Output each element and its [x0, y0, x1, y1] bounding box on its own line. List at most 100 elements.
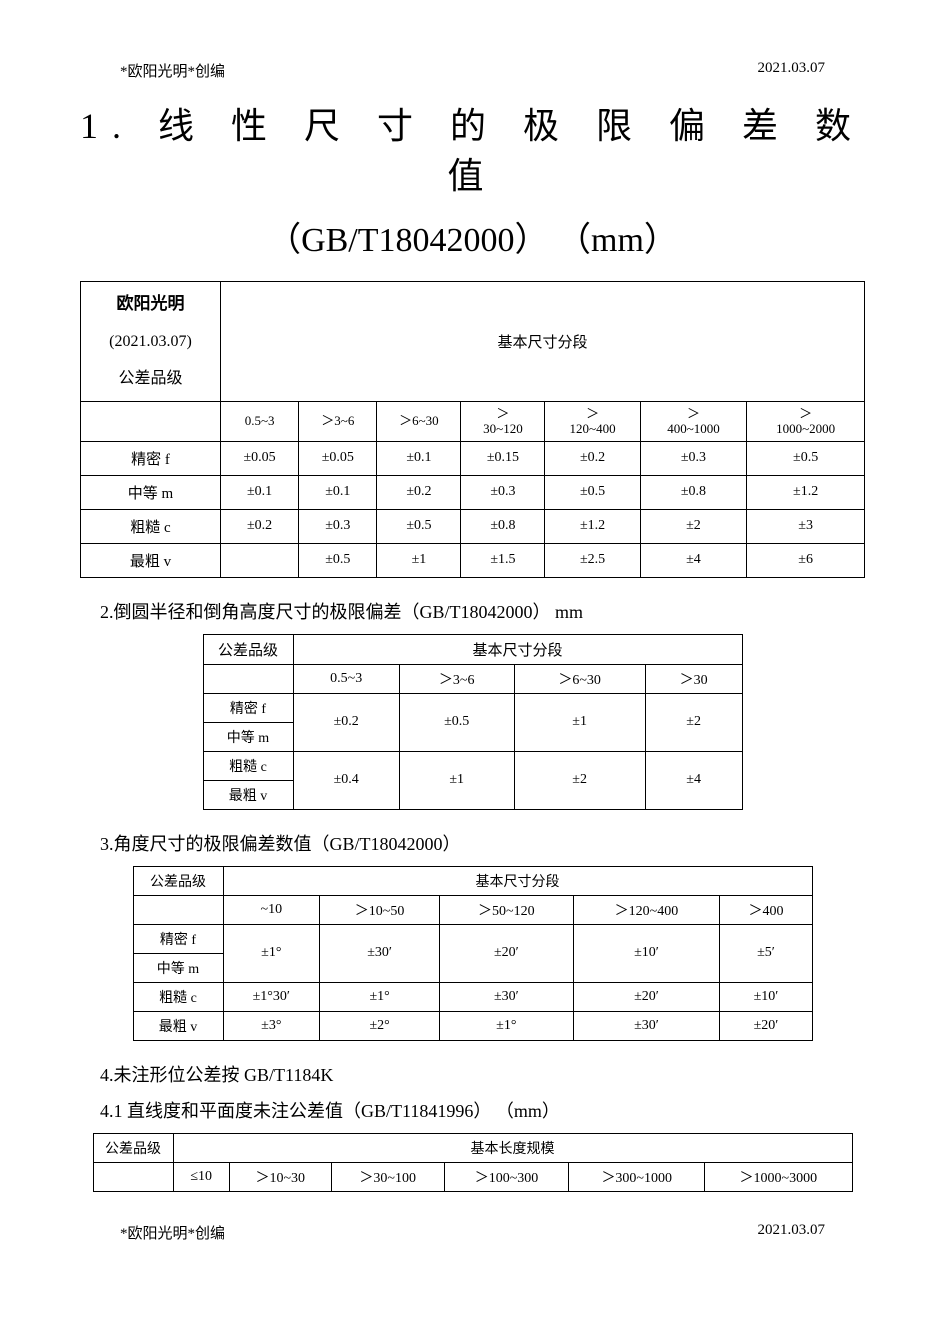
t1-cell: ±6: [747, 543, 865, 577]
t3-range-empty: [133, 895, 223, 924]
t1-cell: ±0.3: [461, 475, 545, 509]
t2-range: ＞3~6: [399, 664, 514, 693]
table-row: 精密 f ±0.2 ±0.5 ±1 ±2: [203, 693, 742, 722]
t4-corner: 公差品级: [93, 1133, 173, 1162]
t1-cell: ±0.1: [221, 475, 299, 509]
section-4-1-title: 4.1 直线度和平面度未注公差值（GB/T11841996） （mm）: [100, 1097, 865, 1123]
t2-row-label: 最粗 v: [203, 780, 293, 809]
t3-range: ＞120~400: [573, 895, 720, 924]
t2-corner: 公差品级: [203, 634, 293, 664]
t1-range-empty: [81, 401, 221, 441]
t3-range: ＞50~120: [440, 895, 573, 924]
t3-cell: ±30′: [320, 924, 440, 982]
header-author: *欧阳光明*创编: [120, 60, 225, 81]
t1-range-row: 0.5~3 ＞3~6 ＞6~30 ＞ 30~120 ＞ 120~400 ＞ 40…: [81, 401, 865, 441]
section-3-title: 3.角度尺寸的极限偏差数值（GB/T18042000）: [100, 830, 865, 856]
t1-cell: ±0.2: [545, 441, 640, 475]
t3-range: ＞10~50: [320, 895, 440, 924]
t3-cell: ±20′: [440, 924, 573, 982]
t3-cell: ±10′: [720, 982, 812, 1011]
t4-range-row: ≤10 ＞10~30 ＞30~100 ＞100~300 ＞300~1000 ＞1…: [93, 1162, 852, 1191]
table-4-flatness: 公差品级 基本长度规模 ≤10 ＞10~30 ＞30~100 ＞100~300 …: [93, 1133, 853, 1192]
t3-range: ＞400: [720, 895, 812, 924]
t1-corner-name: 欧阳光明: [87, 289, 214, 320]
t3-row-label: 精密 f: [133, 924, 223, 953]
t3-row-label: 中等 m: [133, 953, 223, 982]
t2-range-row: 0.5~3 ＞3~6 ＞6~30 ＞30: [203, 664, 742, 693]
table-row: 最粗 v ±3° ±2° ±1° ±30′ ±20′: [133, 1011, 812, 1040]
t2-span-header: 基本尺寸分段: [293, 634, 742, 664]
t1-cell: ±0.5: [377, 509, 461, 543]
page-header: *欧阳光明*创编 2021.03.07: [80, 60, 865, 81]
t1-row-label: 中等 m: [81, 475, 221, 509]
t3-cell: ±2°: [320, 1011, 440, 1040]
t1-cell: ±0.3: [640, 441, 747, 475]
t1-span-header: 基本尺寸分段: [221, 281, 865, 401]
table-row: 精密 f ±1° ±30′ ±20′ ±10′ ±5′: [133, 924, 812, 953]
t1-cell: ±0.2: [221, 509, 299, 543]
t1-cell: ±0.3: [299, 509, 377, 543]
t4-range: ＞300~1000: [569, 1162, 705, 1191]
t1-cell: [221, 543, 299, 577]
t3-row-label: 粗糙 c: [133, 982, 223, 1011]
document-page: *欧阳光明*创编 2021.03.07 1. 线 性 尺 寸 的 极 限 偏 差…: [0, 0, 945, 1283]
table-3-angle-deviation: 公差品级 基本尺寸分段 ~10 ＞10~50 ＞50~120 ＞120~400 …: [133, 866, 813, 1041]
sub-title: （GB/T18042000） （mm）: [80, 212, 865, 261]
t1-corner-date: (2021.03.07): [87, 328, 214, 357]
t3-cell: ±3°: [223, 1011, 320, 1040]
table-1-linear-deviation: 欧阳光明 (2021.03.07) 公差品级 基本尺寸分段 0.5~3 ＞3~6…: [80, 281, 865, 578]
t4-range: ＞1000~3000: [705, 1162, 852, 1191]
t2-cell: ±2: [514, 751, 645, 809]
t2-range: 0.5~3: [293, 664, 399, 693]
table-row: 粗糙 c ±1°30′ ±1° ±30′ ±20′ ±10′: [133, 982, 812, 1011]
t1-cell: ±1.2: [747, 475, 865, 509]
t1-range: ＞3~6: [299, 401, 377, 441]
t1-cell: ±0.15: [461, 441, 545, 475]
t1-range: ＞6~30: [377, 401, 461, 441]
t2-range: ＞6~30: [514, 664, 645, 693]
t1-row-label: 粗糙 c: [81, 509, 221, 543]
t3-cell: ±20′: [573, 982, 720, 1011]
t1-row-label: 精密 f: [81, 441, 221, 475]
t3-cell: ±1°: [440, 1011, 573, 1040]
t4-range: ＞100~300: [444, 1162, 569, 1191]
t3-range-row: ~10 ＞10~50 ＞50~120 ＞120~400 ＞400: [133, 895, 812, 924]
header-date: 2021.03.07: [758, 60, 826, 81]
t2-cell: ±2: [645, 693, 742, 751]
t2-row-label: 中等 m: [203, 722, 293, 751]
t1-cell: ±1: [377, 543, 461, 577]
t2-row-label: 精密 f: [203, 693, 293, 722]
t1-range: ＞ 400~1000: [640, 401, 747, 441]
t3-cell: ±1°: [320, 982, 440, 1011]
t2-cell: ±1: [514, 693, 645, 751]
t4-range: ≤10: [173, 1162, 229, 1191]
t1-cell: ±2: [640, 509, 747, 543]
t1-corner: 欧阳光明 (2021.03.07) 公差品级: [81, 281, 221, 401]
t4-span-header: 基本长度规模: [173, 1133, 852, 1162]
t1-range: 0.5~3: [221, 401, 299, 441]
t2-cell: ±0.5: [399, 693, 514, 751]
t3-cell: ±1°: [223, 924, 320, 982]
t1-range: ＞ 1000~2000: [747, 401, 865, 441]
t3-row-label: 最粗 v: [133, 1011, 223, 1040]
t1-cell: ±0.05: [221, 441, 299, 475]
t2-cell: ±0.4: [293, 751, 399, 809]
table-row: 精密 f ±0.05 ±0.05 ±0.1 ±0.15 ±0.2 ±0.3 ±0…: [81, 441, 865, 475]
table-row: 最粗 v ±0.5 ±1 ±1.5 ±2.5 ±4 ±6: [81, 543, 865, 577]
t1-row-label: 最粗 v: [81, 543, 221, 577]
t4-range-empty: [93, 1162, 173, 1191]
footer-author: *欧阳光明*创编: [120, 1222, 225, 1243]
t4-range: ＞30~100: [331, 1162, 444, 1191]
t3-range: ~10: [223, 895, 320, 924]
t1-cell: ±0.05: [299, 441, 377, 475]
t1-cell: ±0.8: [640, 475, 747, 509]
t4-range: ＞10~30: [229, 1162, 331, 1191]
table-2-radius-chamfer: 公差品级 基本尺寸分段 0.5~3 ＞3~6 ＞6~30 ＞30 精密 f ±0…: [203, 634, 743, 810]
t1-cell: ±2.5: [545, 543, 640, 577]
t2-cell: ±1: [399, 751, 514, 809]
main-title: 1. 线 性 尺 寸 的 极 限 偏 差 数 值: [80, 101, 865, 202]
t1-cell: ±0.2: [377, 475, 461, 509]
t3-cell: ±30′: [440, 982, 573, 1011]
page-footer: *欧阳光明*创编 2021.03.07: [80, 1212, 865, 1243]
t1-cell: ±0.1: [377, 441, 461, 475]
